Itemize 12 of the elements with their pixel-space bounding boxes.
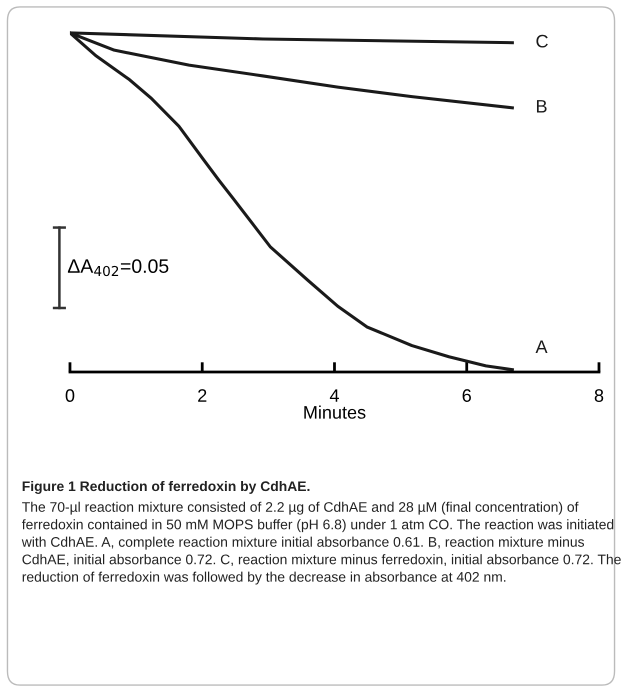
x-tick-label: 4	[330, 389, 339, 402]
x-tick-label: 8	[594, 389, 604, 402]
x-tick-label: 6	[462, 389, 471, 402]
series-label: B	[536, 100, 547, 112]
x-tick-label: 2	[198, 389, 206, 402]
text: The 70-µl reaction mixture consisted of 2.2 µg of CdhAE and 28 µM (final concentration) of ferredoxin contained in 50 mM MOPS buffer (pH 6.8) under 1 atm CO. The reaction was initiated with CdhAE. A, complete reaction mixture initial absorbance 0.61. B, reaction mixture minus CdhAE, initial absorbance 0.72. C, reaction mixture minus ferredoxin, initial absorbance 0.72. The reduction of ferredoxin was followed by the decrease in absorbance at 402 nm.	[22, 502, 621, 585]
series-label: A	[536, 340, 548, 353]
annotation: ΔA$_{402}$=0.05	[68, 259, 168, 276]
text: Figure 1 Reduction of ferredoxin by CdhAE.	[22, 480, 310, 494]
x-axis-title: Minutes	[304, 406, 366, 419]
x-tick-label: 0	[66, 389, 74, 402]
series-label: C	[536, 34, 548, 48]
